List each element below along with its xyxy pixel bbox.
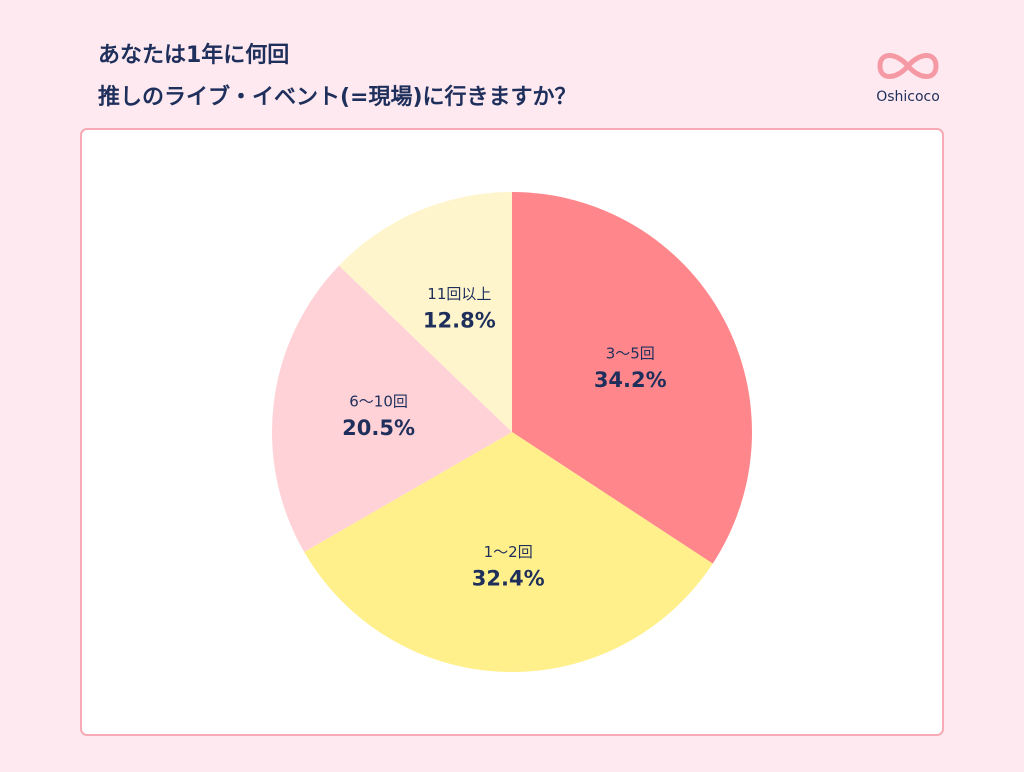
pie-slice xyxy=(304,432,713,672)
slice-label: 1〜2回 xyxy=(484,543,533,561)
labels: 3〜5回 34.2% 1〜2回 32.4% 6〜10回 20.5% 11回以上 12.8% xyxy=(342,285,667,591)
logo-text: Oshicoco xyxy=(876,89,940,105)
value-label: 20.5% xyxy=(342,416,415,440)
value-label: 12.8% xyxy=(423,308,496,332)
slice-label: 11回以上 xyxy=(427,285,491,303)
pie-slice xyxy=(338,192,512,432)
pie-slice xyxy=(272,265,512,552)
title-line: あなたは1年に何回 xyxy=(98,42,289,68)
pie-slice xyxy=(512,192,753,564)
value-label: 32.4% xyxy=(472,566,545,590)
pie xyxy=(272,192,753,672)
slice-label: 6〜10回 xyxy=(349,392,408,410)
slice-label: 3〜5回 xyxy=(606,345,655,363)
title-line: 推しのライブ・イベント(=現場)に行きますか？ xyxy=(98,84,577,110)
logo-icon xyxy=(877,53,939,79)
value-label: 34.2% xyxy=(594,368,667,392)
